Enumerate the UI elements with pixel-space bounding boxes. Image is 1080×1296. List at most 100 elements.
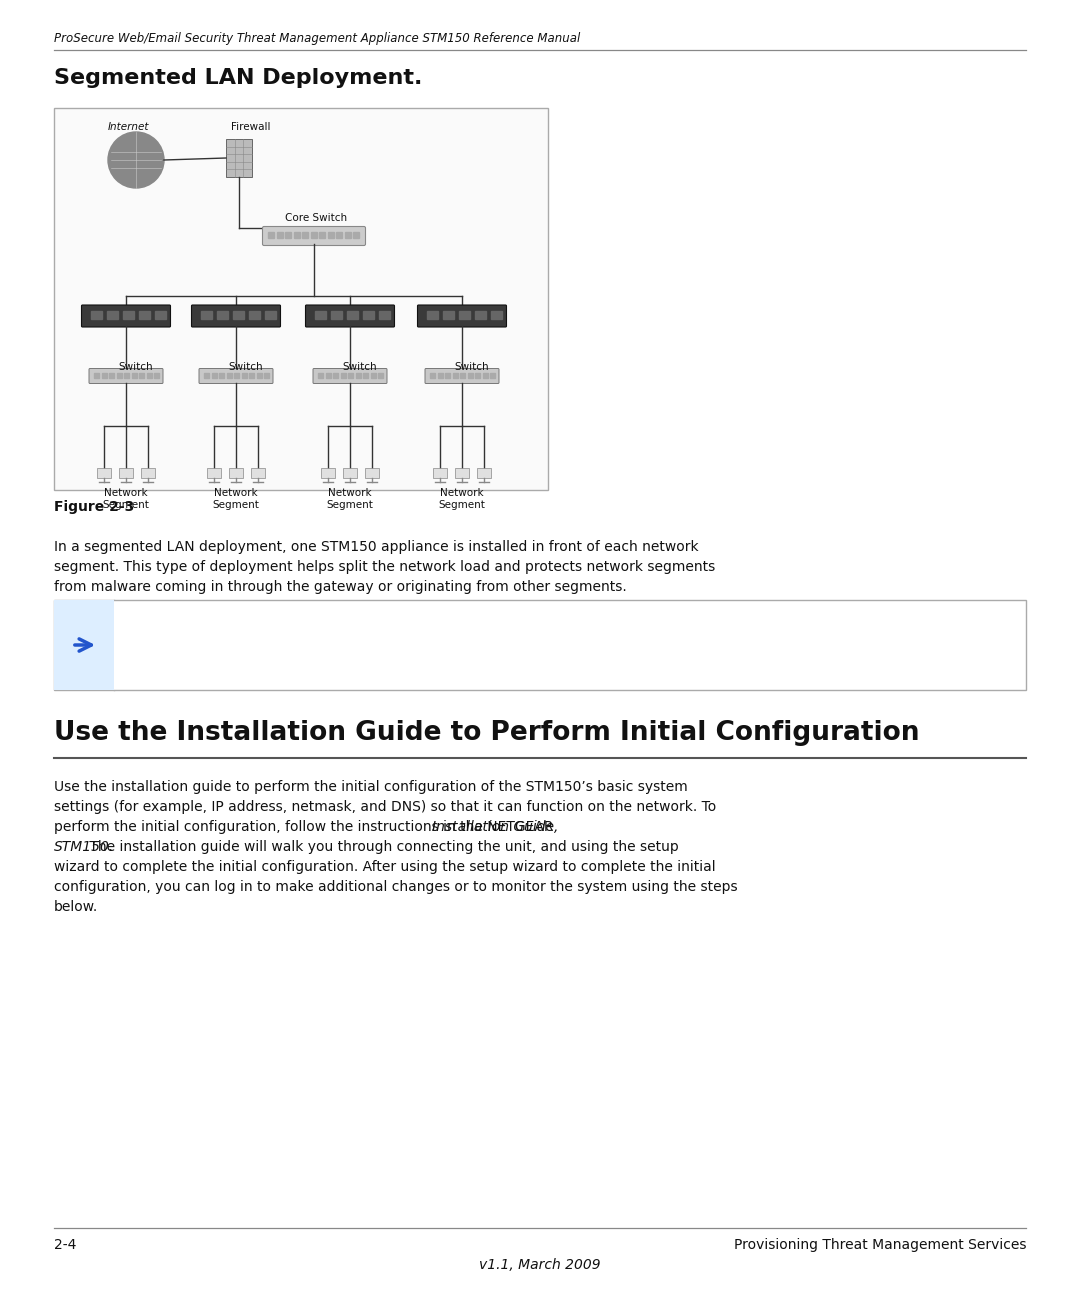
Bar (139, 373, 144, 378)
Bar (336, 232, 342, 238)
Bar (318, 373, 323, 378)
Text: Switch: Switch (342, 362, 377, 372)
Bar (204, 373, 210, 378)
Text: STM150.: STM150. (54, 840, 114, 854)
Bar (97, 468, 111, 478)
Bar (347, 311, 357, 319)
Bar (154, 311, 165, 319)
Bar (216, 311, 228, 319)
Bar (154, 373, 159, 378)
Bar (477, 468, 491, 478)
FancyBboxPatch shape (313, 368, 387, 384)
FancyBboxPatch shape (191, 305, 281, 327)
FancyBboxPatch shape (426, 368, 499, 384)
Bar (276, 232, 283, 238)
Bar (147, 373, 151, 378)
Text: Provisioning Threat Management Services: Provisioning Threat Management Services (733, 1238, 1026, 1252)
Bar (455, 468, 469, 478)
Bar (117, 373, 121, 378)
Bar (321, 468, 335, 478)
Text: 2-4: 2-4 (54, 1238, 77, 1252)
Bar (265, 311, 275, 319)
Bar (141, 468, 156, 478)
Bar (370, 373, 376, 378)
Text: Figure 2-3: Figure 2-3 (54, 500, 134, 515)
Bar (102, 373, 107, 378)
Bar (122, 311, 134, 319)
Bar (234, 373, 239, 378)
Bar (345, 232, 351, 238)
FancyBboxPatch shape (54, 600, 1026, 689)
Bar (285, 232, 291, 238)
Text: through the STM150.: through the STM150. (170, 640, 316, 654)
Bar (232, 311, 243, 319)
Text: configuration, you can log in to make additional changes or to monitor the syste: configuration, you can log in to make ad… (54, 880, 738, 894)
Text: Switch: Switch (119, 362, 153, 372)
Bar (119, 468, 133, 478)
Bar (490, 373, 495, 378)
Text: Use the Installation Guide to Perform Initial Configuration: Use the Installation Guide to Perform In… (54, 721, 919, 746)
Bar (453, 373, 458, 378)
Text: Note:: Note: (126, 619, 168, 634)
Bar (330, 311, 341, 319)
Bar (251, 468, 265, 478)
FancyBboxPatch shape (262, 227, 365, 245)
Bar (378, 373, 383, 378)
Bar (460, 373, 465, 378)
Text: Switch: Switch (229, 362, 264, 372)
Text: Segmented LAN Deployment.: Segmented LAN Deployment. (54, 67, 422, 88)
Text: Use the installation guide to perform the initial configuration of the STM150’s : Use the installation guide to perform th… (54, 780, 688, 794)
Text: In segmented LAN deployment, VLAN is not supported; VLAN traffic cannot pass: In segmented LAN deployment, VLAN is not… (170, 619, 729, 634)
Bar (138, 311, 149, 319)
Text: below.: below. (54, 899, 98, 914)
Circle shape (108, 132, 164, 188)
Bar (268, 232, 274, 238)
FancyBboxPatch shape (54, 108, 548, 490)
Bar (443, 311, 454, 319)
Text: The installation guide will walk you through connecting the unit, and using the : The installation guide will walk you thr… (85, 840, 678, 854)
Bar (249, 373, 254, 378)
Bar (212, 373, 216, 378)
Bar (314, 311, 325, 319)
Bar (474, 311, 486, 319)
Bar (430, 373, 435, 378)
Text: ProSecure Web/Email Security Threat Management Appliance STM150 Reference Manual: ProSecure Web/Email Security Threat Mana… (54, 32, 580, 45)
Bar (433, 468, 447, 478)
Bar (248, 311, 259, 319)
Bar (355, 373, 361, 378)
FancyBboxPatch shape (54, 600, 114, 689)
Bar (353, 232, 359, 238)
Bar (483, 373, 487, 378)
Bar (109, 373, 114, 378)
Text: Internet: Internet (108, 122, 149, 132)
Bar (327, 232, 334, 238)
FancyBboxPatch shape (81, 305, 171, 327)
Text: v1.1, March 2009: v1.1, March 2009 (480, 1258, 600, 1271)
Bar (302, 232, 308, 238)
FancyBboxPatch shape (199, 368, 273, 384)
Bar (325, 373, 330, 378)
Bar (363, 311, 374, 319)
Bar (468, 373, 473, 378)
Bar (201, 311, 212, 319)
Bar (475, 373, 480, 378)
Text: Network
Segment: Network Segment (326, 489, 374, 511)
Bar (294, 232, 299, 238)
Bar (343, 468, 357, 478)
Bar (319, 232, 325, 238)
Bar (490, 311, 501, 319)
Text: In a segmented LAN deployment, one STM150 appliance is installed in front of eac: In a segmented LAN deployment, one STM15… (54, 540, 699, 553)
Bar (107, 311, 118, 319)
Bar (132, 373, 136, 378)
Bar (219, 373, 224, 378)
Text: settings (for example, IP address, netmask, and DNS) so that it can function on : settings (for example, IP address, netma… (54, 800, 716, 814)
Bar (365, 468, 379, 478)
Bar (437, 373, 443, 378)
FancyBboxPatch shape (89, 368, 163, 384)
Text: Firewall: Firewall (231, 122, 270, 132)
Bar (229, 468, 243, 478)
Text: Core Switch: Core Switch (285, 213, 347, 223)
FancyBboxPatch shape (306, 305, 394, 327)
Bar (91, 311, 102, 319)
Text: wizard to complete the initial configuration. After using the setup wizard to co: wizard to complete the initial configura… (54, 861, 716, 874)
